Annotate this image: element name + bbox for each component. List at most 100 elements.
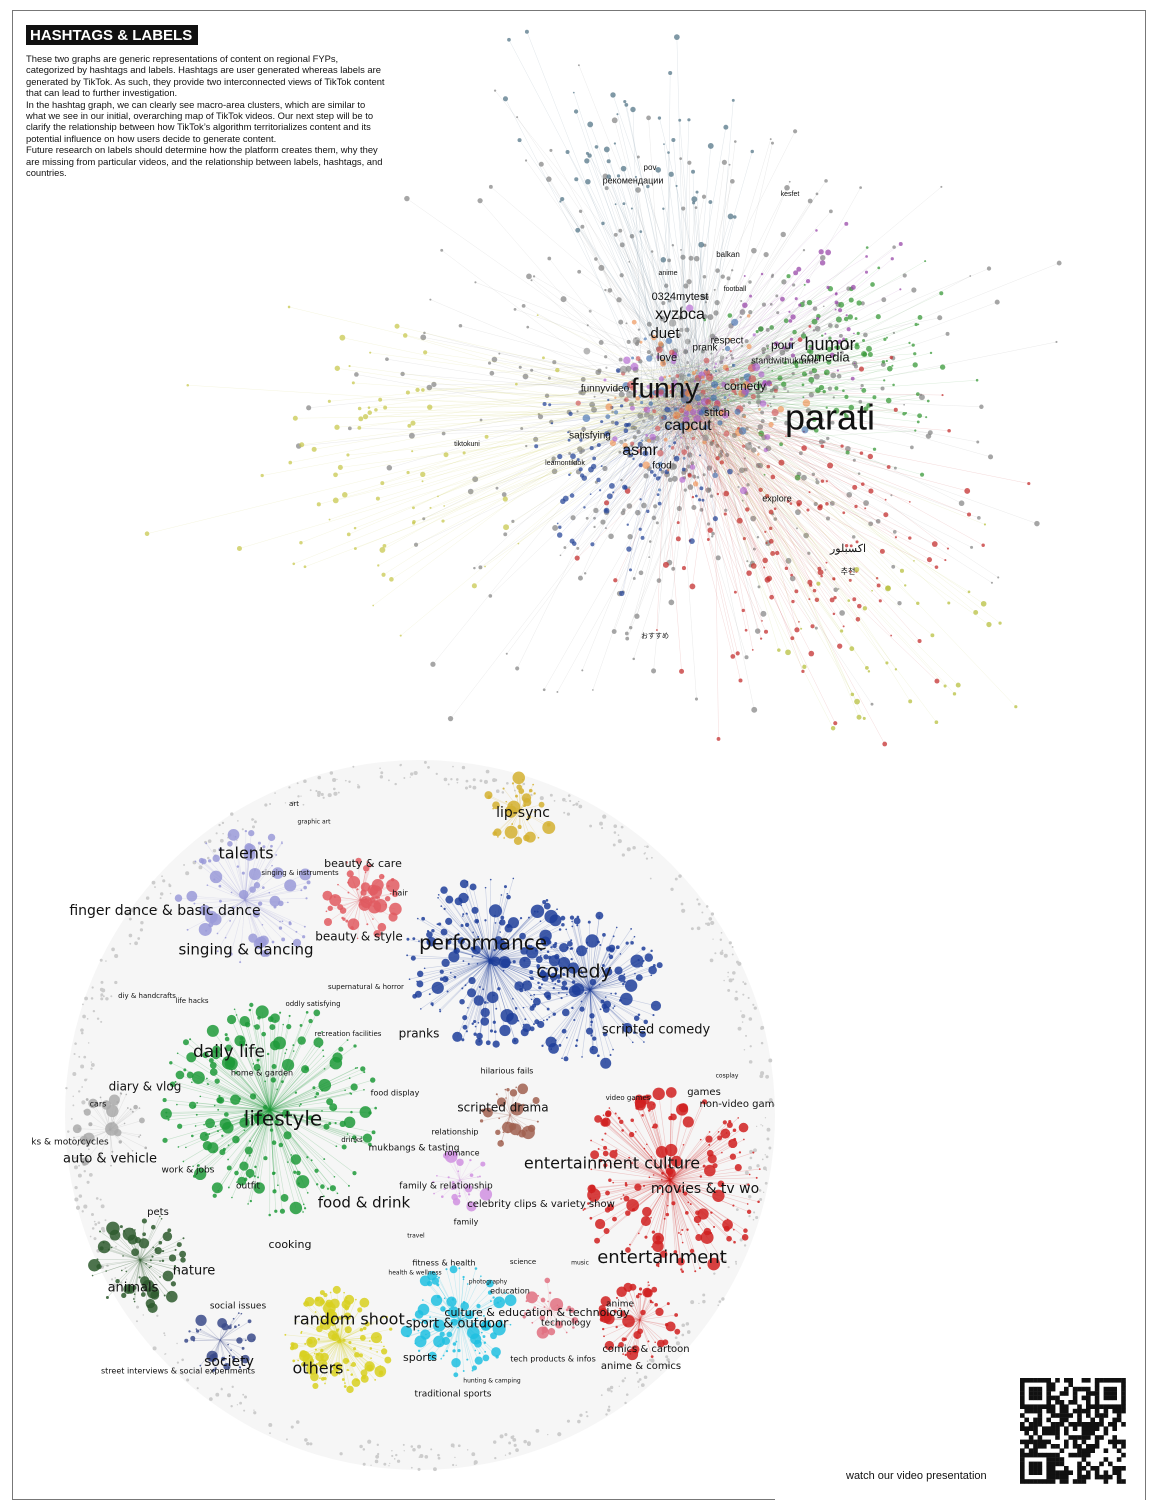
node	[945, 331, 950, 336]
edge	[548, 179, 682, 397]
hashtag-label: 0324mytest	[652, 291, 709, 303]
node	[630, 449, 633, 452]
node	[834, 308, 837, 311]
node	[628, 455, 631, 458]
node	[791, 599, 795, 604]
node	[613, 831, 617, 834]
node	[556, 522, 559, 525]
node	[695, 190, 699, 194]
node	[182, 1160, 185, 1163]
node	[624, 631, 629, 636]
node	[321, 1089, 324, 1092]
node	[279, 1208, 286, 1214]
node	[715, 268, 720, 273]
edge	[318, 410, 668, 505]
node	[489, 878, 492, 881]
node	[472, 778, 476, 782]
node	[794, 297, 798, 301]
node	[299, 1023, 303, 1027]
node	[604, 431, 610, 437]
node	[761, 351, 765, 355]
edge	[429, 387, 657, 403]
node	[689, 583, 696, 590]
node	[908, 341, 911, 345]
edge	[669, 254, 767, 394]
node	[484, 434, 489, 439]
node	[91, 986, 94, 989]
node	[388, 779, 390, 782]
node	[915, 392, 920, 397]
node	[342, 492, 348, 498]
edge	[656, 387, 858, 543]
node	[296, 1175, 310, 1189]
node	[313, 1009, 321, 1017]
edge	[412, 402, 670, 424]
edge	[677, 361, 884, 373]
node	[674, 877, 678, 881]
node	[720, 274, 725, 279]
edge	[635, 401, 683, 407]
edge	[675, 377, 807, 423]
node	[744, 655, 749, 660]
node	[771, 369, 774, 372]
node	[362, 1462, 366, 1466]
node	[630, 954, 644, 968]
edge	[668, 187, 788, 421]
node	[110, 995, 113, 998]
node	[623, 100, 627, 104]
node	[144, 531, 150, 537]
node	[752, 363, 761, 372]
edge	[335, 404, 693, 476]
edge	[726, 399, 860, 718]
node	[99, 1230, 101, 1233]
node	[740, 344, 744, 348]
node	[324, 1382, 326, 1385]
edge	[713, 411, 719, 739]
edge	[549, 258, 666, 410]
node	[834, 300, 839, 305]
edge	[711, 425, 889, 589]
node	[361, 1375, 366, 1380]
node	[786, 390, 790, 393]
node	[687, 452, 693, 458]
node	[608, 954, 614, 960]
edge	[663, 144, 697, 393]
node	[269, 1040, 280, 1051]
node	[845, 450, 850, 455]
node	[808, 370, 813, 375]
edge	[720, 393, 792, 504]
edge	[604, 391, 690, 469]
node	[86, 1180, 90, 1184]
edge	[664, 403, 886, 500]
edge	[415, 409, 702, 545]
node	[785, 649, 791, 656]
node	[599, 489, 602, 492]
node	[790, 573, 793, 577]
node	[421, 916, 426, 921]
node	[317, 790, 321, 795]
edge	[671, 377, 697, 497]
node	[199, 1131, 209, 1142]
node	[811, 416, 817, 422]
node	[944, 559, 947, 562]
node	[845, 314, 848, 317]
node	[642, 419, 646, 423]
node	[793, 129, 798, 134]
node	[341, 1144, 347, 1150]
node	[290, 1154, 302, 1165]
edge	[677, 354, 865, 391]
node	[239, 961, 242, 964]
edge	[713, 392, 810, 493]
node	[673, 455, 680, 462]
edge	[716, 421, 931, 433]
edge	[380, 399, 685, 406]
node	[681, 306, 684, 309]
node	[755, 329, 759, 334]
node	[512, 1437, 517, 1442]
edge	[709, 373, 805, 379]
node	[886, 336, 888, 339]
node	[703, 318, 707, 322]
node	[452, 765, 454, 768]
node	[221, 821, 225, 825]
edge	[669, 300, 719, 419]
